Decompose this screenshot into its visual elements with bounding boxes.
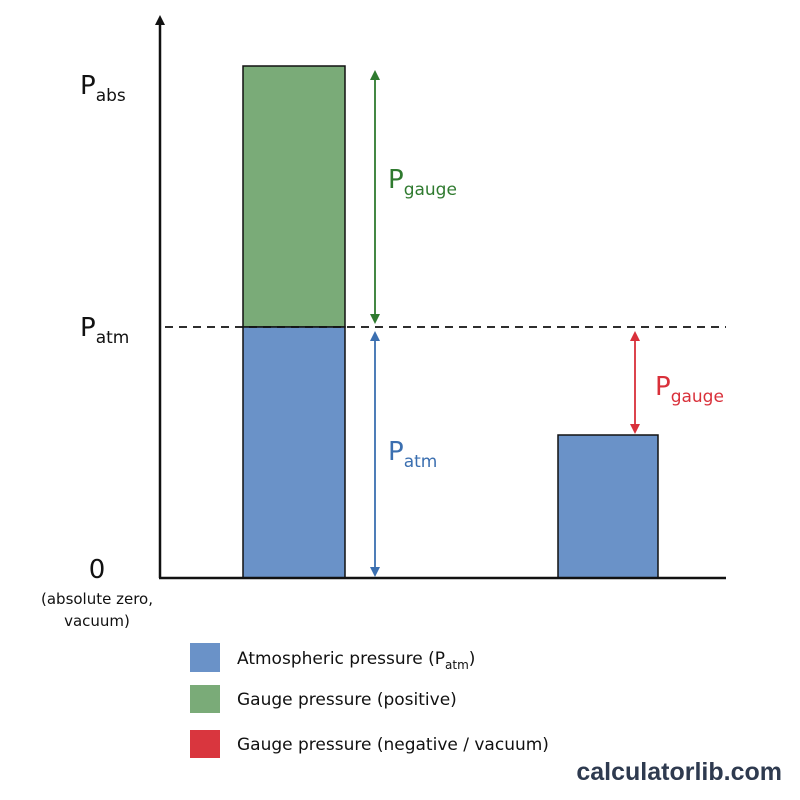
zero-note: vacuum) [64,612,130,630]
legend-label: Atmospheric pressure (Patm) [237,649,475,672]
legend-label: Gauge pressure (negative / vacuum) [237,735,549,755]
gauge-annotation: Pgauge [388,165,457,200]
vacuum-annotation: Pgauge [655,372,724,407]
legend-swatch [190,685,220,713]
legend-swatch [190,730,220,758]
zero-note: (absolute zero, [41,590,153,608]
gauge-bar [242,65,346,328]
pabs-label: Pabs [80,71,126,106]
legend-label: Gauge pressure (positive) [237,690,457,710]
atm-bar [242,326,346,579]
watermark: calculatorlib.com [576,758,782,786]
patm-label: Patm [80,313,129,348]
atm-annotation: Patm [388,437,437,472]
zero-label: 0 [89,555,106,585]
legend-swatch [190,643,220,672]
vacuum-bar [557,434,659,579]
